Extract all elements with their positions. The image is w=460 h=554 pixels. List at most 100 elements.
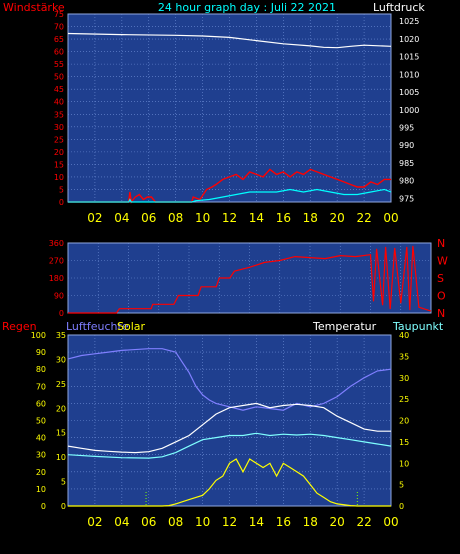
x-tick-label: 10 (195, 515, 210, 529)
y-tick-label: 25 (56, 380, 66, 389)
pressure-tick-label: 980 (399, 177, 414, 186)
pressure-tick-label: 1005 (399, 88, 419, 97)
dewpoint-line (67, 432, 392, 459)
pressure-line (67, 32, 392, 49)
y-tick-label: 25 (399, 395, 409, 404)
panel-temperature-humidity-solar-ticks: 02 04 06 08 10 12 14 16 18 20 22 0 0 0 10 20 30 40 50 60 70 8… (31, 331, 409, 529)
y-tick-label: 20 (399, 417, 409, 426)
x-tick-label: 18 (303, 211, 318, 225)
pressure-tick-label: 990 (399, 141, 414, 150)
y-tick-label: 75 (54, 10, 64, 19)
y-tick-label: 50 (54, 73, 64, 82)
y-tick-label: 5 (61, 478, 66, 487)
x-tick-label: 02 (87, 211, 102, 225)
pressure-tick-label: 1010 (399, 70, 419, 79)
y-tick-label: 20 (56, 404, 66, 413)
pressure-tick-label: 985 (399, 159, 414, 168)
y-tick-label: 0 (61, 502, 66, 511)
y-tick-label: 40 (399, 331, 409, 340)
panel-wind-pressure-series (67, 32, 392, 204)
y-tick-label: 45 (54, 85, 64, 94)
y-tick-label: 40 (54, 98, 64, 107)
x-tick-label: 16 (276, 515, 291, 529)
y-tick-label: 30 (54, 123, 64, 132)
y-tick-label: 10 (36, 485, 46, 494)
y-tick-label: 15 (399, 438, 409, 447)
x-tick-label: 16 (276, 211, 291, 225)
y-tick-label: 70 (36, 382, 46, 391)
pressure-tick-label: 1025 (399, 17, 419, 26)
y-tick-label: 15 (54, 160, 64, 169)
humidity-axis-label: Luftfeuchte (66, 320, 129, 333)
y-tick-label: 180 (49, 274, 64, 283)
temperature-axis-label: Temperatur (312, 320, 377, 333)
wind-axis-label: Windstärke (3, 1, 65, 14)
y-tick-label: 5 (59, 185, 64, 194)
pressure-tick-label: 975 (399, 194, 414, 203)
compass-direction-label: N (437, 307, 445, 320)
chart-title: 24 hour graph day : Juli 22 2021 (158, 1, 336, 14)
y-tick-label: 50 (36, 417, 46, 426)
y-tick-label: 360 (49, 239, 64, 248)
y-tick-label: 5 (399, 481, 404, 490)
x-tick-label: 12 (222, 515, 237, 529)
y-tick-label: 35 (399, 352, 409, 361)
pressure-tick-label: 1020 (399, 35, 419, 44)
x-tick-label: 18 (303, 515, 318, 529)
y-tick-label: 100 (31, 331, 46, 340)
y-tick-label: 80 (36, 365, 46, 374)
y-tick-label: 270 (49, 257, 64, 266)
pressure-tick-label: 995 (399, 124, 414, 133)
panel-wind-direction-grid (68, 243, 431, 313)
solar-axis-label: Solar (117, 320, 146, 333)
y-tick-label: 20 (36, 468, 46, 477)
x-tick-label: 02 (87, 515, 102, 529)
humidity-line (67, 348, 392, 411)
x-tick-label: 14 (249, 211, 264, 225)
y-tick-label: 90 (54, 292, 64, 301)
y-tick-label: 0 (41, 502, 46, 511)
panel-wind-direction-series (68, 245, 432, 314)
y-tick-label: 30 (36, 451, 46, 460)
y-tick-label: 35 (56, 331, 66, 340)
y-tick-label: 90 (36, 348, 46, 357)
x-tick-label: 00 (383, 211, 398, 225)
x-tick-label: 08 (168, 211, 183, 225)
temperature-line (67, 402, 391, 454)
x-tick-label: 22 (356, 515, 371, 529)
y-tick-label: 30 (399, 374, 409, 383)
x-tick-label: 12 (222, 211, 237, 225)
y-tick-label: 40 (36, 434, 46, 443)
x-tick-label: 22 (356, 211, 371, 225)
panel-wind-pressure-ticks: 02 04 06 08 10 12 14 16 18 20 22 000510152025303540… (54, 10, 420, 225)
y-tick-label: 15 (56, 429, 66, 438)
compass-direction-label: W (437, 255, 448, 268)
x-tick-label: 06 (141, 211, 156, 225)
x-tick-label: 06 (141, 515, 156, 529)
y-tick-label: 10 (54, 173, 64, 182)
y-tick-label: 65 (54, 35, 64, 44)
y-tick-label: 30 (56, 355, 66, 364)
pressure-tick-label: 1000 (399, 106, 419, 115)
y-tick-label: 55 (54, 60, 64, 69)
x-tick-label: 08 (168, 515, 183, 529)
pressure-tick-label: 1015 (399, 53, 419, 62)
x-tick-label: 20 (330, 211, 345, 225)
panel-wind-pressure-grid (68, 14, 391, 202)
x-tick-label: 04 (114, 515, 129, 529)
solar-line (68, 458, 391, 507)
y-tick-label: 25 (54, 135, 64, 144)
y-tick-label: 70 (54, 23, 64, 32)
y-tick-label: 0 (59, 198, 64, 207)
compass-direction-label: S (437, 272, 444, 285)
y-tick-label: 60 (36, 399, 46, 408)
panel-temperature-humidity-solar-series (67, 348, 392, 507)
compass-direction-label: N (437, 237, 445, 250)
x-tick-label: 14 (249, 515, 264, 529)
wind-direction-line (68, 245, 432, 314)
y-tick-label: 35 (54, 110, 64, 119)
y-tick-label: 0 (399, 502, 404, 511)
x-tick-label: 10 (195, 211, 210, 225)
y-tick-label: 10 (56, 453, 66, 462)
